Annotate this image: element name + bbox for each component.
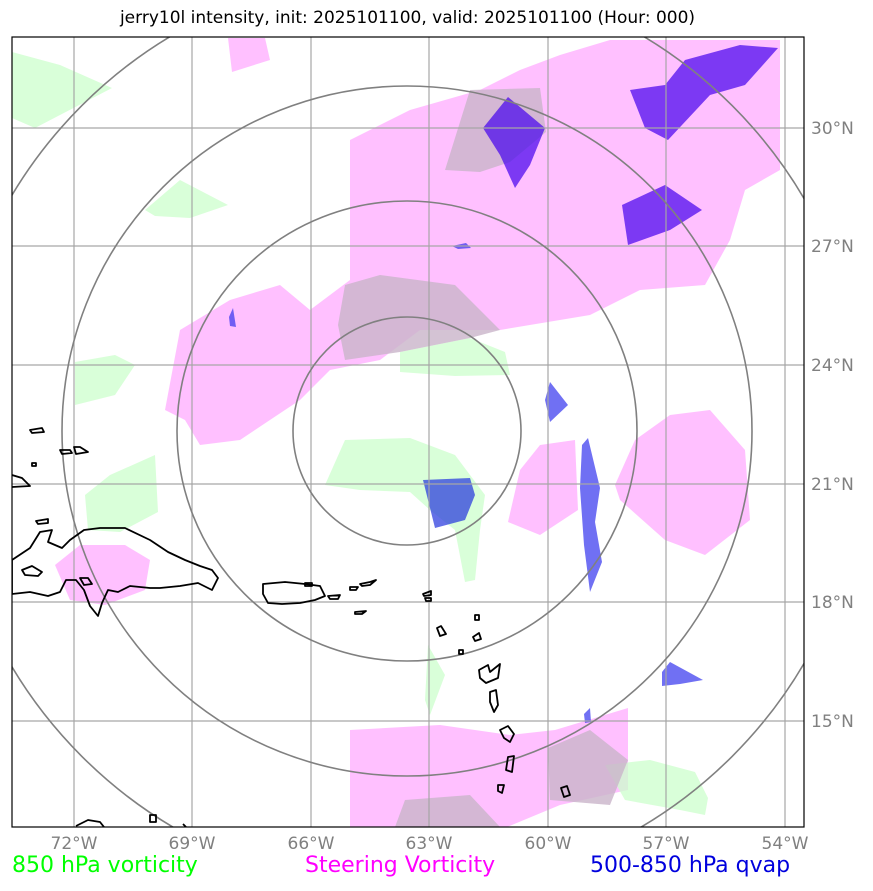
island-islet (149, 814, 157, 823)
x-tick-label: 66°W (288, 834, 335, 854)
qvap-region-small-3 (584, 708, 591, 723)
island-islet (59, 449, 73, 455)
legend-steering-vorticity: Steering Vorticity (305, 853, 496, 878)
y-tick-label: 15°N (811, 712, 854, 732)
qvap-region-north (483, 97, 545, 188)
vorticity-850-fills (12, 52, 708, 815)
steering-vorticity-region-east (615, 410, 750, 555)
distance-ring (61, 85, 753, 777)
overlap-region-bottom (395, 795, 500, 827)
island-martinique (499, 725, 515, 743)
island-puerto-rico (262, 581, 326, 605)
qvap-region-east-mid (545, 382, 568, 422)
vorticity-850-region-1 (145, 180, 228, 218)
x-tick-label: 60°W (525, 834, 572, 854)
island-islet (349, 586, 359, 591)
island-islet (79, 577, 93, 586)
distance-ring (292, 316, 522, 546)
island-islet (35, 518, 49, 525)
vorticity-850-region-south (425, 645, 445, 715)
vorticity-850-region-center (325, 438, 485, 582)
island-islet (505, 755, 515, 773)
x-tick-label: 54°W (762, 834, 809, 854)
qvap-region-east (622, 185, 702, 245)
island-cuba-edge (12, 474, 31, 488)
x-tick-label: 69°W (169, 834, 216, 854)
island-islet (422, 590, 432, 597)
x-tick-labels: 72°W 69°W 66°W 63°W 60°W 57°W 54°W (51, 834, 809, 854)
qvap-region-elongated (580, 438, 602, 592)
legend-qvap: 500-850 hPa qvap (590, 853, 791, 878)
map-title: jerry10l intensity, init: 2025101100, va… (119, 8, 696, 28)
x-tick-label: 63°W (406, 834, 453, 854)
steering-vorticity-region-north (165, 40, 780, 445)
qvap-region-se (662, 662, 703, 686)
y-tick-label: 21°N (811, 475, 854, 495)
steering-vorticity-region-top-left (228, 38, 270, 72)
island-islet (21, 565, 43, 577)
island-islet (424, 597, 432, 602)
steering-vorticity-region-west (55, 545, 150, 605)
y-tick-labels: 30°N 27°N 24°N 21°N 18°N 15°N (811, 119, 854, 732)
legend-850-vorticity: 850 hPa vorticity (12, 853, 198, 878)
steering-vorticity-region-mid (508, 440, 578, 535)
x-tick-label: 57°W (643, 834, 690, 854)
vorticity-850-region-3 (85, 455, 158, 532)
qvap-region-center (423, 478, 475, 528)
island-islet (560, 785, 571, 798)
y-tick-label: 30°N (811, 119, 854, 139)
island-islet (354, 610, 367, 615)
qvap-region-ne (630, 45, 778, 140)
island-islet (497, 784, 505, 794)
vorticity-850-region-se (605, 760, 708, 815)
island-islet (359, 579, 377, 587)
island-islet (73, 446, 89, 455)
island-islet (472, 632, 482, 642)
island-hispaniola (12, 527, 219, 617)
vorticity-850-region-center-north (400, 338, 510, 376)
qvap-region-small-2 (229, 308, 236, 327)
island-islet (304, 582, 313, 587)
x-tick-label: 72°W (51, 834, 98, 854)
vorticity-850-region-2 (75, 355, 135, 405)
island-islet (436, 625, 447, 637)
plot-frame (11, 36, 805, 828)
y-tick-label: 27°N (811, 237, 854, 257)
vorticity-850-region-nw (12, 52, 112, 128)
island-islet (29, 427, 45, 434)
island-islet (489, 689, 499, 713)
qvap-fills (229, 45, 778, 723)
island-islet (75, 819, 105, 827)
coastlines (12, 427, 571, 827)
island-islet (474, 614, 480, 621)
distance-ring (176, 200, 638, 662)
island-guadeloupe (478, 663, 501, 684)
island-islet (458, 649, 464, 655)
island-islet (327, 594, 341, 600)
y-tick-label: 18°N (811, 593, 854, 613)
steering-vorticity-fills (55, 38, 780, 827)
y-tick-label: 24°N (811, 356, 854, 376)
island-islet (31, 462, 37, 467)
